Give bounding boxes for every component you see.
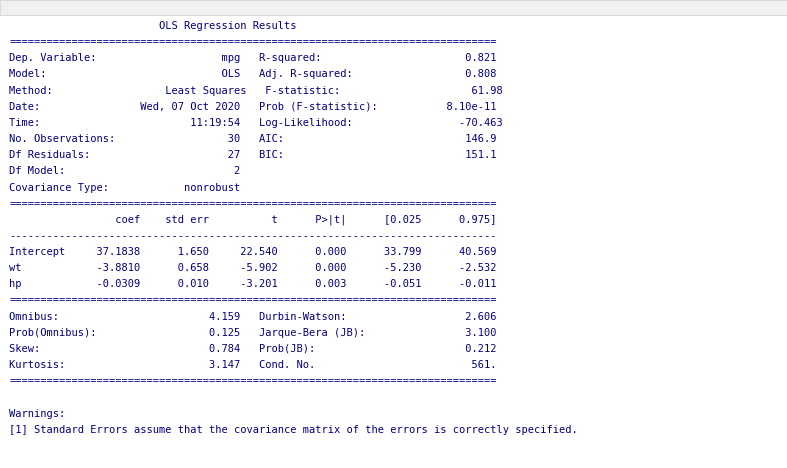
- Text: Method:                  Least Squares   F-statistic:                     61.98: Method: Least Squares F-statistic: 61.98: [9, 86, 503, 95]
- Text: Prob(Omnibus):                  0.125   Jarque-Bera (JB):                3.100: Prob(Omnibus): 0.125 Jarque-Bera (JB): 3…: [9, 328, 497, 338]
- Text: Intercept     37.1838      1.650     22.540      0.000      33.799      40.569: Intercept 37.1838 1.650 22.540 0.000 33.…: [9, 247, 497, 257]
- Text: No. Observations:                  30   AIC:                             146.9: No. Observations: 30 AIC: 146.9: [9, 134, 497, 144]
- Text: ==============================================================================: ========================================…: [9, 199, 497, 209]
- Text: Kurtosis:                       3.147   Cond. No.                         561.: Kurtosis: 3.147 Cond. No. 561.: [9, 360, 497, 370]
- Text: [1] Standard Errors assume that the covariance matrix of the errors is correctly: [1] Standard Errors assume that the cova…: [9, 425, 578, 435]
- Text: hp            -0.0309      0.010     -3.201      0.003      -0.051      -0.011: hp -0.0309 0.010 -3.201 0.003 -0.051 -0.…: [9, 279, 497, 289]
- Text: ==============================================================================: ========================================…: [9, 376, 497, 386]
- Text: ------------------------------------------------------------------------------: ----------------------------------------…: [9, 231, 497, 241]
- Text: Model:                            OLS   Adj. R-squared:                  0.808: Model: OLS Adj. R-squared: 0.808: [9, 69, 497, 80]
- Text: Omnibus:                        4.159   Durbin-Watson:                   2.606: Omnibus: 4.159 Durbin-Watson: 2.606: [9, 312, 497, 322]
- Text: Covariance Type:            nonrobust: Covariance Type: nonrobust: [9, 183, 497, 192]
- Text: coef    std err          t      P>|t|      [0.025      0.975]: coef std err t P>|t| [0.025 0.975]: [9, 215, 497, 225]
- Text: ==============================================================================: ========================================…: [9, 37, 497, 47]
- Text: Date:                Wed, 07 Oct 2020   Prob (F-statistic):           8.10e-11: Date: Wed, 07 Oct 2020 Prob (F-statistic…: [9, 102, 497, 112]
- Text: Df Model:                           2: Df Model: 2: [9, 167, 497, 176]
- Text: ==============================================================================: ========================================…: [9, 296, 497, 306]
- Text: wt            -3.8810      0.658     -5.902      0.000      -5.230      -2.532: wt -3.8810 0.658 -5.902 0.000 -5.230 -2.…: [9, 263, 497, 273]
- Text: Dep. Variable:                    mpg   R-squared:                       0.821: Dep. Variable: mpg R-squared: 0.821: [9, 53, 497, 63]
- Text: Time:                        11:19:54   Log-Likelihood:                 -70.463: Time: 11:19:54 Log-Likelihood: -70.463: [9, 118, 503, 128]
- Text: Warnings:: Warnings:: [9, 409, 65, 418]
- FancyBboxPatch shape: [0, 0, 787, 15]
- Text: Skew:                           0.784   Prob(JB):                        0.212: Skew: 0.784 Prob(JB): 0.212: [9, 344, 497, 354]
- Text: OLS Regression Results: OLS Regression Results: [9, 21, 472, 31]
- Text: Df Residuals:                      27   BIC:                             151.1: Df Residuals: 27 BIC: 151.1: [9, 150, 497, 160]
